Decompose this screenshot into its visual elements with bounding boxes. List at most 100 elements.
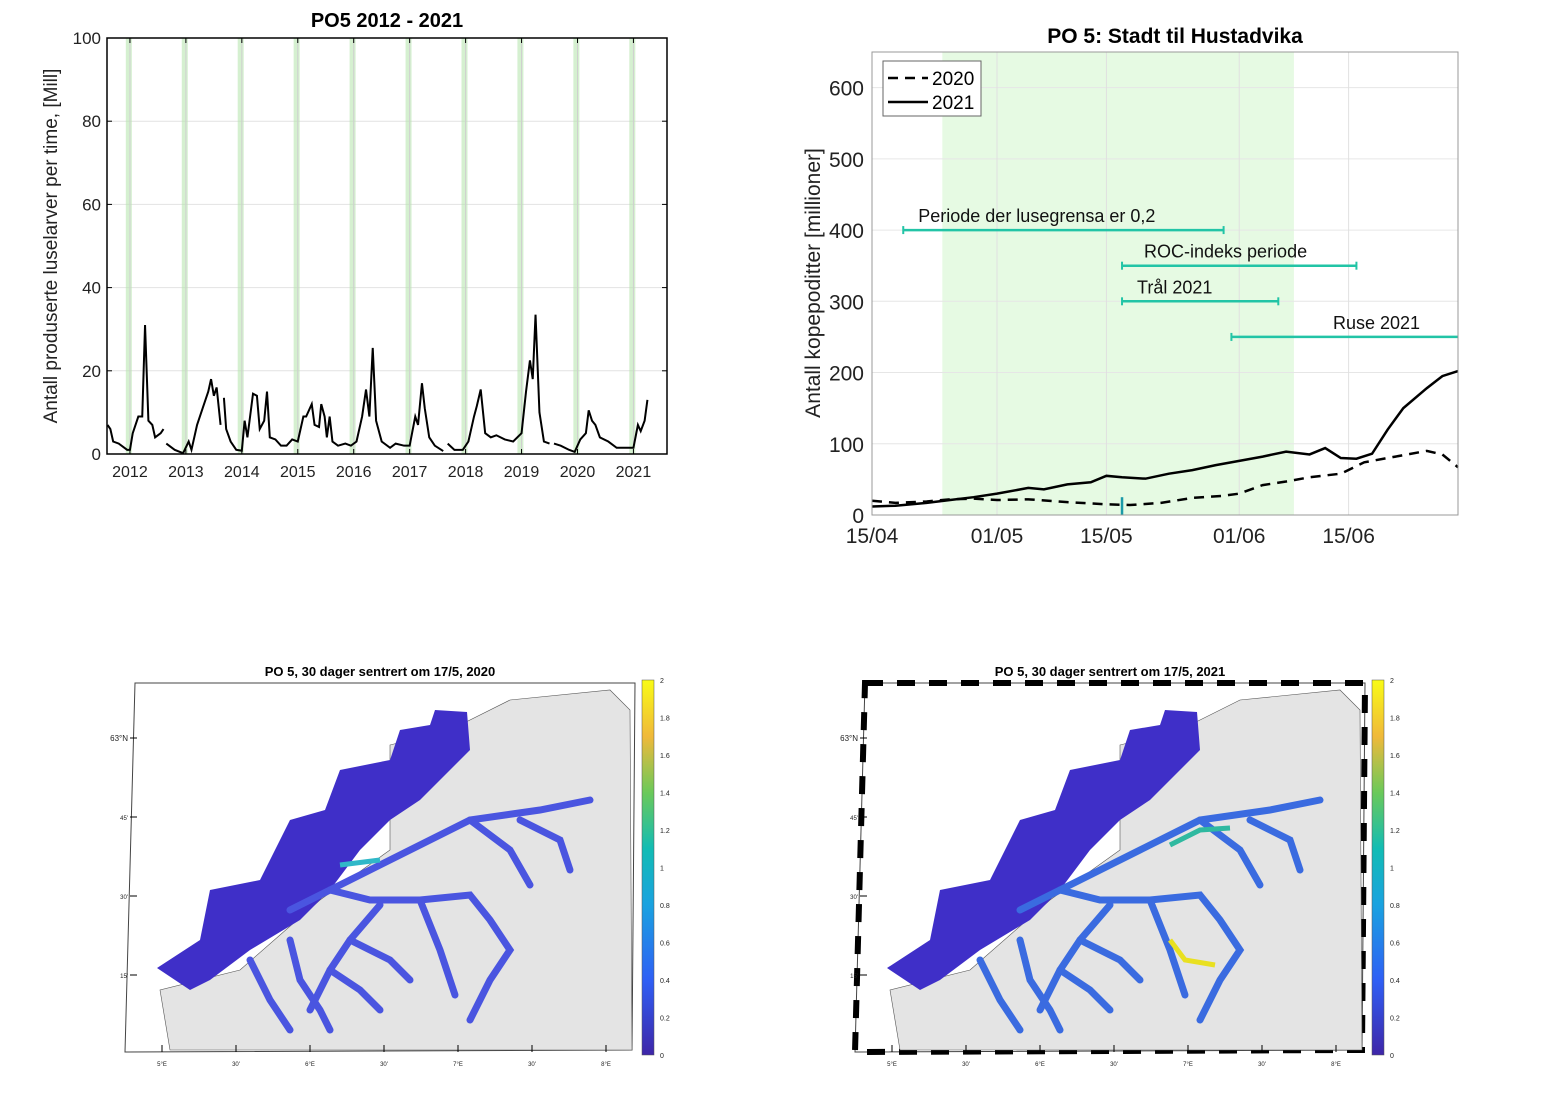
colorbar-tick-label: 2 — [1390, 678, 1394, 685]
sea-outer-domain — [157, 710, 470, 990]
year-highlight-band — [349, 38, 356, 454]
lon-tick-label: 8°E — [601, 1062, 611, 1068]
lon-tick-label: 5°E — [157, 1062, 167, 1068]
x-tick-label: 2019 — [504, 464, 540, 481]
y-tick-label: 500 — [829, 149, 864, 172]
colorbar-tick-label: 0.6 — [1390, 941, 1400, 948]
lat-tick-label: 30' — [850, 895, 858, 901]
colorbar-tick-label: 1 — [1390, 866, 1394, 873]
y-tick-label: 300 — [829, 291, 864, 314]
lat-tick-label: 15' — [120, 974, 128, 980]
hotspot — [1168, 825, 1231, 848]
series-line-segment — [222, 347, 444, 452]
fjord — [416, 896, 459, 999]
colorbar-tick-label: 1.6 — [1390, 753, 1400, 760]
year-highlight-band — [181, 38, 188, 454]
lat-tick-label: 63°N — [840, 734, 858, 743]
year-highlight-band — [517, 38, 524, 454]
colorbar-tick-label: 0 — [1390, 1053, 1394, 1060]
colorbar-tick-label: 0.4 — [1390, 978, 1400, 985]
sea-outer-domain — [887, 710, 1200, 990]
chart-po5-stadt-hustadvika: 0 100 200 300 400 500 600 15/04 01/05 15/05 01/06 1… — [802, 25, 1459, 548]
fjord — [346, 936, 414, 984]
colorbar — [1371, 679, 1385, 1056]
y-tick-label: 20 — [82, 362, 101, 381]
lon-tick-label: 30' — [1110, 1062, 1118, 1068]
x-tick-label: 15/05 — [1080, 525, 1133, 548]
fjord — [326, 966, 384, 1014]
lon-tick-label: 6°E — [305, 1062, 315, 1068]
x-tick-label: 2014 — [224, 464, 260, 481]
x-tick-label: 01/06 — [1213, 525, 1266, 548]
lon-tick-label: 5°E — [887, 1062, 897, 1068]
x-tick-label: 01/05 — [971, 525, 1024, 548]
fjord — [286, 796, 594, 914]
x-tick-label: 15/04 — [846, 525, 899, 548]
interval-label: Periode der lusegrensa er 0,2 — [918, 206, 1155, 226]
lon-tick-label: 6°E — [1035, 1062, 1045, 1068]
colorbar-tick-label: 1.8 — [1390, 716, 1400, 723]
colorbar-tick-label: 1.2 — [660, 828, 670, 835]
interval-label: Ruse 2021 — [1333, 313, 1420, 333]
y-axis-label: Antall produserte luselarver per time, [… — [41, 69, 62, 424]
y-tick-label: 600 — [829, 78, 864, 101]
year-highlight-band — [237, 38, 244, 454]
map-2020: PO 5, 30 dager sentrert om 17/5, 2020 5°E… — [110, 664, 670, 1068]
y-tick-label: 100 — [73, 29, 101, 48]
x-tick-label: 2020 — [560, 464, 596, 481]
colorbar — [641, 679, 655, 1056]
hotspot — [339, 857, 381, 868]
y-tick-label: 40 — [82, 279, 101, 298]
fjord — [1076, 936, 1144, 984]
colorbar-tick-label: 0.8 — [660, 903, 670, 910]
lat-tick-label: 45' — [120, 816, 128, 822]
map-title: PO 5, 30 dager sentrert om 17/5, 2021 — [995, 664, 1226, 679]
x-tick-label: 2017 — [392, 464, 428, 481]
fjord — [1016, 936, 1064, 1034]
map-title: PO 5, 30 dager sentrert om 17/5, 2020 — [265, 664, 496, 679]
x-tick-label: 15/06 — [1322, 525, 1375, 548]
fjord — [326, 886, 515, 1024]
y-tick-label: 100 — [829, 434, 864, 457]
colorbar-tick-label: 0 — [660, 1053, 664, 1060]
colorbar-tick-label: 0.4 — [660, 978, 670, 985]
lon-tick-label: 8°E — [1331, 1062, 1341, 1068]
lon-tick-label: 30' — [232, 1062, 240, 1068]
year-highlight-band — [461, 38, 468, 454]
series-line-segment — [553, 399, 649, 454]
chart-title: PO5 2012 - 2021 — [311, 10, 463, 32]
hotspot — [1168, 938, 1216, 968]
y-tick-label: 0 — [92, 445, 101, 464]
x-tick-label: 2016 — [336, 464, 372, 481]
series-line-2021 — [871, 369, 1459, 508]
lat-tick-label: 63°N — [110, 734, 128, 743]
legend-box — [882, 60, 982, 117]
fjord — [1056, 966, 1114, 1014]
fjord — [306, 901, 384, 1014]
fjord — [286, 936, 334, 1034]
fjord — [246, 956, 294, 1034]
colorbar-tick-label: 0.8 — [1390, 903, 1400, 910]
fjord — [1146, 896, 1189, 999]
y-tick-label: 400 — [829, 220, 864, 243]
y-tick-label: 80 — [82, 112, 101, 131]
x-tick-label: 2021 — [616, 464, 652, 481]
lat-tick-label: 15' — [850, 974, 858, 980]
interval-label: ROC-indeks periode — [1144, 242, 1307, 262]
interval-label: Trål 2021 — [1137, 277, 1212, 297]
year-highlight-band — [125, 38, 132, 454]
colorbar-tick-label: 1.2 — [1390, 828, 1400, 835]
year-highlight-band — [405, 38, 412, 454]
colorbar-tick-label: 1 — [660, 866, 664, 873]
lon-tick-label: 30' — [1258, 1062, 1266, 1068]
legend-label: 2020 — [932, 69, 974, 90]
chart-title: PO 5: Stadt til Hustadvika — [1047, 25, 1303, 48]
legend: 2020 2021 — [882, 60, 982, 117]
x-tick-label: 2013 — [168, 464, 204, 481]
lon-tick-label: 30' — [962, 1062, 970, 1068]
colorbar-tick-label: 1.4 — [660, 791, 670, 798]
fjord — [1056, 886, 1245, 1024]
y-tick-label: 0 — [852, 505, 864, 528]
shaded-period — [942, 52, 1294, 515]
